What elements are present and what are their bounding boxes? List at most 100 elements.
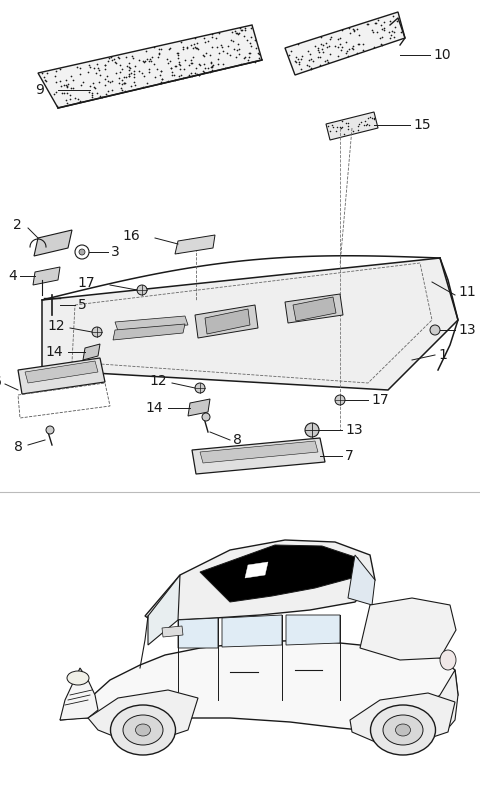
Text: 8: 8 bbox=[14, 440, 23, 454]
Point bbox=[104, 70, 111, 82]
Point bbox=[177, 63, 184, 76]
Point bbox=[86, 61, 94, 74]
Point bbox=[294, 53, 301, 66]
Polygon shape bbox=[360, 598, 456, 660]
Point bbox=[388, 25, 396, 38]
Point bbox=[62, 78, 70, 91]
Text: 6: 6 bbox=[0, 375, 2, 389]
Point bbox=[345, 50, 352, 62]
Point bbox=[202, 62, 209, 75]
Circle shape bbox=[46, 426, 54, 434]
Ellipse shape bbox=[123, 715, 163, 745]
Point bbox=[371, 17, 379, 30]
Point bbox=[63, 81, 71, 94]
Point bbox=[121, 85, 129, 98]
Point bbox=[56, 62, 63, 75]
Point bbox=[206, 48, 214, 61]
Point bbox=[207, 57, 215, 70]
Point bbox=[135, 65, 143, 78]
Point bbox=[344, 119, 352, 132]
Point bbox=[226, 49, 234, 62]
Polygon shape bbox=[25, 361, 98, 383]
Point bbox=[157, 64, 165, 77]
Point bbox=[125, 60, 133, 73]
Point bbox=[90, 81, 98, 94]
Point bbox=[237, 23, 245, 36]
Text: 13: 13 bbox=[458, 323, 476, 337]
Point bbox=[157, 65, 165, 78]
Point bbox=[157, 43, 165, 56]
Point bbox=[167, 62, 175, 74]
Polygon shape bbox=[178, 618, 218, 648]
Point bbox=[176, 246, 184, 259]
Polygon shape bbox=[195, 305, 258, 338]
Point bbox=[254, 47, 262, 60]
Point bbox=[165, 42, 173, 55]
Point bbox=[195, 68, 203, 81]
Point bbox=[64, 78, 72, 90]
Point bbox=[206, 66, 214, 78]
Point bbox=[149, 50, 156, 63]
Point bbox=[207, 61, 215, 74]
Point bbox=[196, 58, 204, 71]
Point bbox=[247, 40, 255, 53]
Point bbox=[85, 58, 93, 71]
Point bbox=[387, 29, 395, 42]
Point bbox=[324, 56, 332, 69]
Point bbox=[336, 32, 344, 45]
Point bbox=[38, 67, 46, 80]
Point bbox=[244, 54, 252, 66]
Point bbox=[108, 54, 116, 66]
Point bbox=[91, 82, 98, 94]
Point bbox=[330, 121, 337, 134]
Polygon shape bbox=[200, 441, 318, 463]
Point bbox=[114, 50, 122, 63]
Point bbox=[305, 59, 312, 72]
Point bbox=[368, 24, 375, 37]
Point bbox=[353, 46, 361, 59]
Point bbox=[132, 79, 139, 92]
Point bbox=[191, 66, 198, 79]
Point bbox=[165, 75, 172, 88]
Point bbox=[106, 51, 113, 64]
Point bbox=[141, 55, 148, 68]
Point bbox=[158, 73, 166, 86]
Point bbox=[125, 56, 132, 69]
Point bbox=[122, 50, 130, 63]
Point bbox=[42, 74, 50, 87]
Point bbox=[96, 69, 104, 82]
Point bbox=[66, 93, 74, 106]
Point bbox=[188, 56, 196, 69]
Point bbox=[164, 57, 172, 70]
Point bbox=[183, 42, 191, 55]
Point bbox=[194, 42, 202, 55]
Point bbox=[366, 110, 374, 123]
Point bbox=[175, 70, 182, 82]
Point bbox=[204, 34, 212, 47]
Point bbox=[361, 115, 369, 128]
Point bbox=[321, 54, 328, 67]
Point bbox=[295, 56, 302, 69]
Polygon shape bbox=[205, 309, 250, 334]
Point bbox=[318, 42, 325, 55]
Point bbox=[314, 43, 322, 56]
Point bbox=[212, 32, 220, 45]
Point bbox=[191, 41, 199, 54]
Point bbox=[130, 70, 138, 83]
Point bbox=[349, 125, 357, 138]
Point bbox=[177, 69, 185, 82]
Point bbox=[354, 38, 361, 50]
Point bbox=[131, 64, 138, 77]
Point bbox=[252, 42, 260, 54]
Point bbox=[386, 32, 394, 45]
Polygon shape bbox=[188, 399, 210, 416]
Point bbox=[168, 66, 175, 78]
Ellipse shape bbox=[67, 671, 89, 685]
Point bbox=[337, 43, 345, 56]
Point bbox=[117, 58, 124, 71]
Point bbox=[187, 57, 195, 70]
Point bbox=[174, 48, 181, 61]
Text: 16: 16 bbox=[122, 229, 140, 243]
Text: 3: 3 bbox=[111, 245, 120, 259]
Point bbox=[116, 52, 123, 65]
